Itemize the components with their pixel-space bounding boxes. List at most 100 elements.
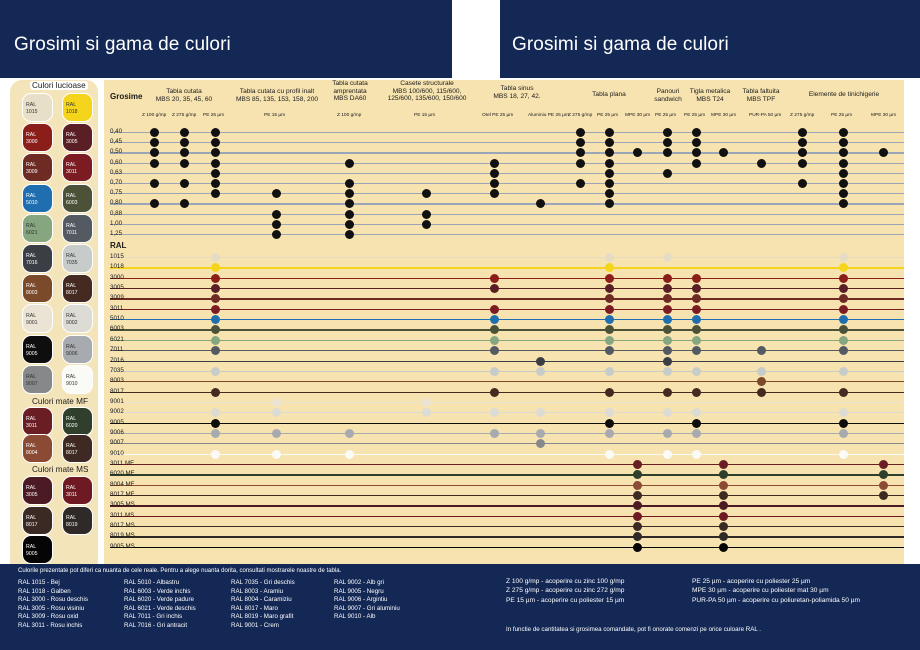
color-dot <box>756 377 766 387</box>
color-row-line <box>110 257 904 259</box>
thickness-dot <box>575 128 585 137</box>
color-dot <box>691 408 701 418</box>
swatch-code: 3011 <box>66 169 78 176</box>
color-dot <box>210 428 220 438</box>
color-row-label: 6003 <box>110 325 124 333</box>
column-group-header: Casete structurale MBS 100/600, 115/600, 1… <box>372 80 482 103</box>
coating-entry: PE 15 µm - acoperire cu poliester 15 µm <box>506 596 625 604</box>
thickness-dot <box>210 189 220 199</box>
footer-gutter <box>452 564 500 650</box>
column-group-header: Tabla plana <box>579 91 639 99</box>
swatch-ral-label: RAL <box>66 102 77 108</box>
color-dot <box>718 501 728 511</box>
color-dot <box>632 460 642 469</box>
column-group-header-line: Casete structurale <box>400 80 454 87</box>
color-swatch: RAL 1018 <box>62 93 93 122</box>
color-row-line <box>110 412 904 414</box>
thickness-dot <box>838 148 848 158</box>
legend-column: RAL 1015 - Bej RAL 1018 - Galben RAL 3000 … <box>18 579 88 630</box>
color-row-line <box>110 360 904 362</box>
thickness-dot <box>489 179 499 188</box>
swatch-ral-label: RAL <box>66 443 77 449</box>
color-dot <box>662 315 672 325</box>
color-dot <box>489 335 499 345</box>
column-group-header-line: Elemente de tinichigerie <box>808 91 880 98</box>
color-dot <box>271 408 281 418</box>
thickness-row-line <box>110 213 904 215</box>
swatch-ral-label: RAL <box>66 343 77 350</box>
color-dot <box>535 366 545 376</box>
swatch-group-title: Culori lucioase <box>30 81 88 90</box>
thickness-dot <box>344 230 354 239</box>
color-swatch: RAL 3005 <box>62 123 93 153</box>
column-group-header-line: Tabla faltuita <box>742 88 780 95</box>
color-row-label: 8017 MS <box>110 522 135 530</box>
color-dot <box>878 491 888 501</box>
color-row-line <box>110 484 904 486</box>
swatch-ral-label: RAL <box>26 283 37 290</box>
color-row-label: 3005 MS <box>110 501 135 509</box>
thickness-dot <box>421 219 431 229</box>
color-dot <box>489 304 499 314</box>
color-dot <box>210 263 220 273</box>
thickness-row-line <box>110 234 904 236</box>
subcolumn-header: Otel PE 25 µm <box>482 113 514 118</box>
color-dot <box>632 511 642 521</box>
column-group-header-line: Tabla cutata <box>332 80 368 87</box>
swatch-code: 3011 <box>66 492 78 498</box>
thickness-dot <box>344 179 354 188</box>
color-swatch: RAL 3011 <box>62 476 93 505</box>
color-dot <box>210 408 220 418</box>
color-dot <box>604 304 614 314</box>
thickness-dot <box>838 199 848 209</box>
color-dot <box>691 366 701 376</box>
swatch-ral-label: RAL <box>66 514 77 521</box>
thickness-row-line <box>110 223 904 225</box>
color-row-label: 9001 <box>110 397 124 405</box>
column-group-header-line: MBS 20, 35, 45, 60 <box>155 95 213 103</box>
column-group-header-line: Tabla sinus <box>500 85 534 92</box>
swatch-code: 9006 <box>66 350 78 357</box>
color-dot <box>718 522 728 532</box>
color-dot <box>604 294 614 304</box>
swatch-code: 1018 <box>66 109 78 115</box>
column-group-header-line: Panouri <box>656 88 680 95</box>
legend-entry: RAL 5010 - Albastru <box>124 579 180 586</box>
thickness-dot <box>604 128 614 137</box>
column-group-header: Tabla cutata cu profil inalt MBS 85, 135,… <box>222 88 332 103</box>
thickness-dot <box>838 179 848 188</box>
color-dot <box>838 294 848 304</box>
thickness-dot <box>662 168 672 178</box>
thickness-dot <box>838 168 848 178</box>
color-row-line <box>110 277 904 279</box>
thickness-label: 0,75 <box>110 189 123 197</box>
color-dot <box>756 366 766 376</box>
coating-entry: Z 275 g/mp - acoperire cu zinc 272 g/mp <box>506 587 625 595</box>
swatch-code: 3009 <box>26 169 38 176</box>
swatch-ral-label: RAL <box>66 162 77 169</box>
legend-entry: RAL 3000 - Rosu deschis <box>18 596 88 603</box>
header-left-bar: Grosimi si gama de culori <box>0 0 452 78</box>
legend-entry: RAL 9002 - Alb gri <box>334 579 384 586</box>
color-row-line <box>110 370 904 373</box>
color-dot <box>344 449 354 459</box>
subcolumn-header: MPE 30 µm <box>625 113 651 118</box>
color-swatch: RAL 9007 <box>22 364 53 394</box>
subcolumn-header: PE 25 µm <box>831 113 853 118</box>
subcolumn-header: PE 25 µm <box>597 113 619 118</box>
thickness-dot <box>604 179 614 188</box>
color-swatch: RAL 3005 <box>22 476 53 505</box>
thickness-dot <box>691 148 701 158</box>
thickness-dot <box>662 138 672 148</box>
color-dot <box>718 532 728 542</box>
color-row-label: 1018 <box>110 263 124 271</box>
swatch-ral-label: RAL <box>26 102 37 108</box>
legend-entry: RAL 3011 - Rosu inchis <box>18 621 83 629</box>
column-group-header-line: 125/600, 135/600, 150/600 <box>387 95 467 103</box>
coating-entry: PE 25 µm - acoperire cu poliester 25 µm <box>692 578 811 585</box>
thickness-row-line <box>110 152 904 154</box>
page-title-right: Grosimi si gama de culori <box>512 34 729 55</box>
color-row-label: 3011 MS <box>110 511 135 519</box>
color-dot <box>718 491 728 501</box>
thickness-dot <box>575 148 585 158</box>
